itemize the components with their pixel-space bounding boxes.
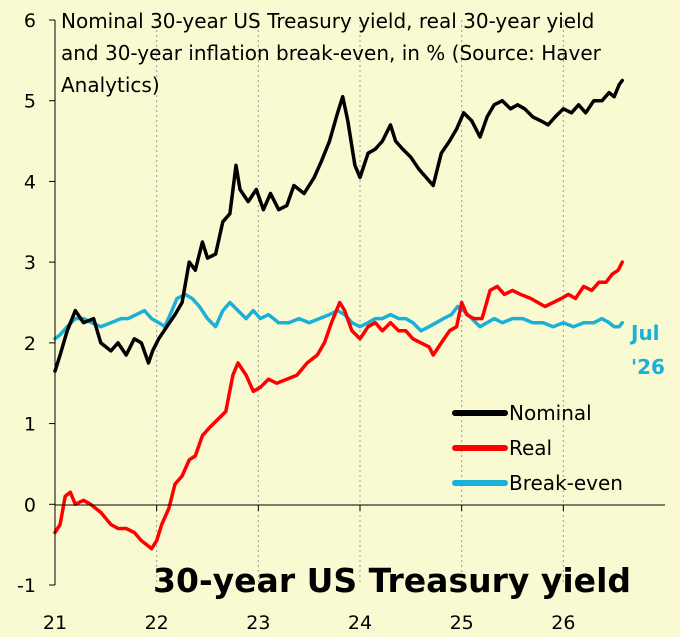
series-line-break-even bbox=[53, 292, 625, 341]
big-chart-title: 30-year US Treasury yield bbox=[153, 561, 631, 600]
y-tick-label-7: 6 bbox=[24, 10, 36, 32]
legend-label-break-even: Break-even bbox=[509, 471, 623, 495]
axes bbox=[54, 20, 665, 585]
series-line-real bbox=[53, 260, 625, 551]
x-tick-label-2024: 24 bbox=[348, 612, 372, 634]
series-line-nominal bbox=[53, 78, 625, 373]
end-label-line-2: '26 bbox=[631, 355, 665, 379]
y-tick-label-1: 0 bbox=[24, 494, 36, 516]
legend: Nominal Real Break-even bbox=[452, 401, 623, 495]
chart-title-line-1: Nominal 30-year US Treasury yield, real … bbox=[61, 9, 594, 33]
legend-label-real: Real bbox=[509, 436, 552, 460]
y-tick-label-6: 5 bbox=[24, 91, 36, 113]
y-tick-label-5: 4 bbox=[24, 171, 36, 193]
chart-title-line-2: and 30-year inflation break-even, in % (… bbox=[61, 41, 602, 65]
end-label-line-1: Jul bbox=[629, 321, 660, 345]
x-tick-label-2022: 22 bbox=[145, 612, 169, 634]
x-tick-label-2025: 25 bbox=[450, 612, 474, 634]
y-tick-label-0: -1 bbox=[17, 575, 36, 597]
y-tick-layer: -1 0 1 2 3 4 5 6 bbox=[17, 10, 55, 597]
chart-title-line-3: Analytics) bbox=[61, 73, 160, 97]
x-tick-label-2021: 21 bbox=[43, 612, 67, 634]
series-layer bbox=[53, 78, 625, 551]
y-tick-label-4: 3 bbox=[24, 252, 36, 274]
legend-label-nominal: Nominal bbox=[509, 401, 592, 425]
y-tick-label-3: 2 bbox=[24, 333, 36, 355]
x-tick-label-2023: 23 bbox=[246, 612, 270, 634]
y-tick-label-2: 1 bbox=[24, 414, 36, 436]
x-tick-layer: 21 22 23 24 25 26 bbox=[43, 612, 576, 634]
x-tick-label-2026: 26 bbox=[551, 612, 575, 634]
